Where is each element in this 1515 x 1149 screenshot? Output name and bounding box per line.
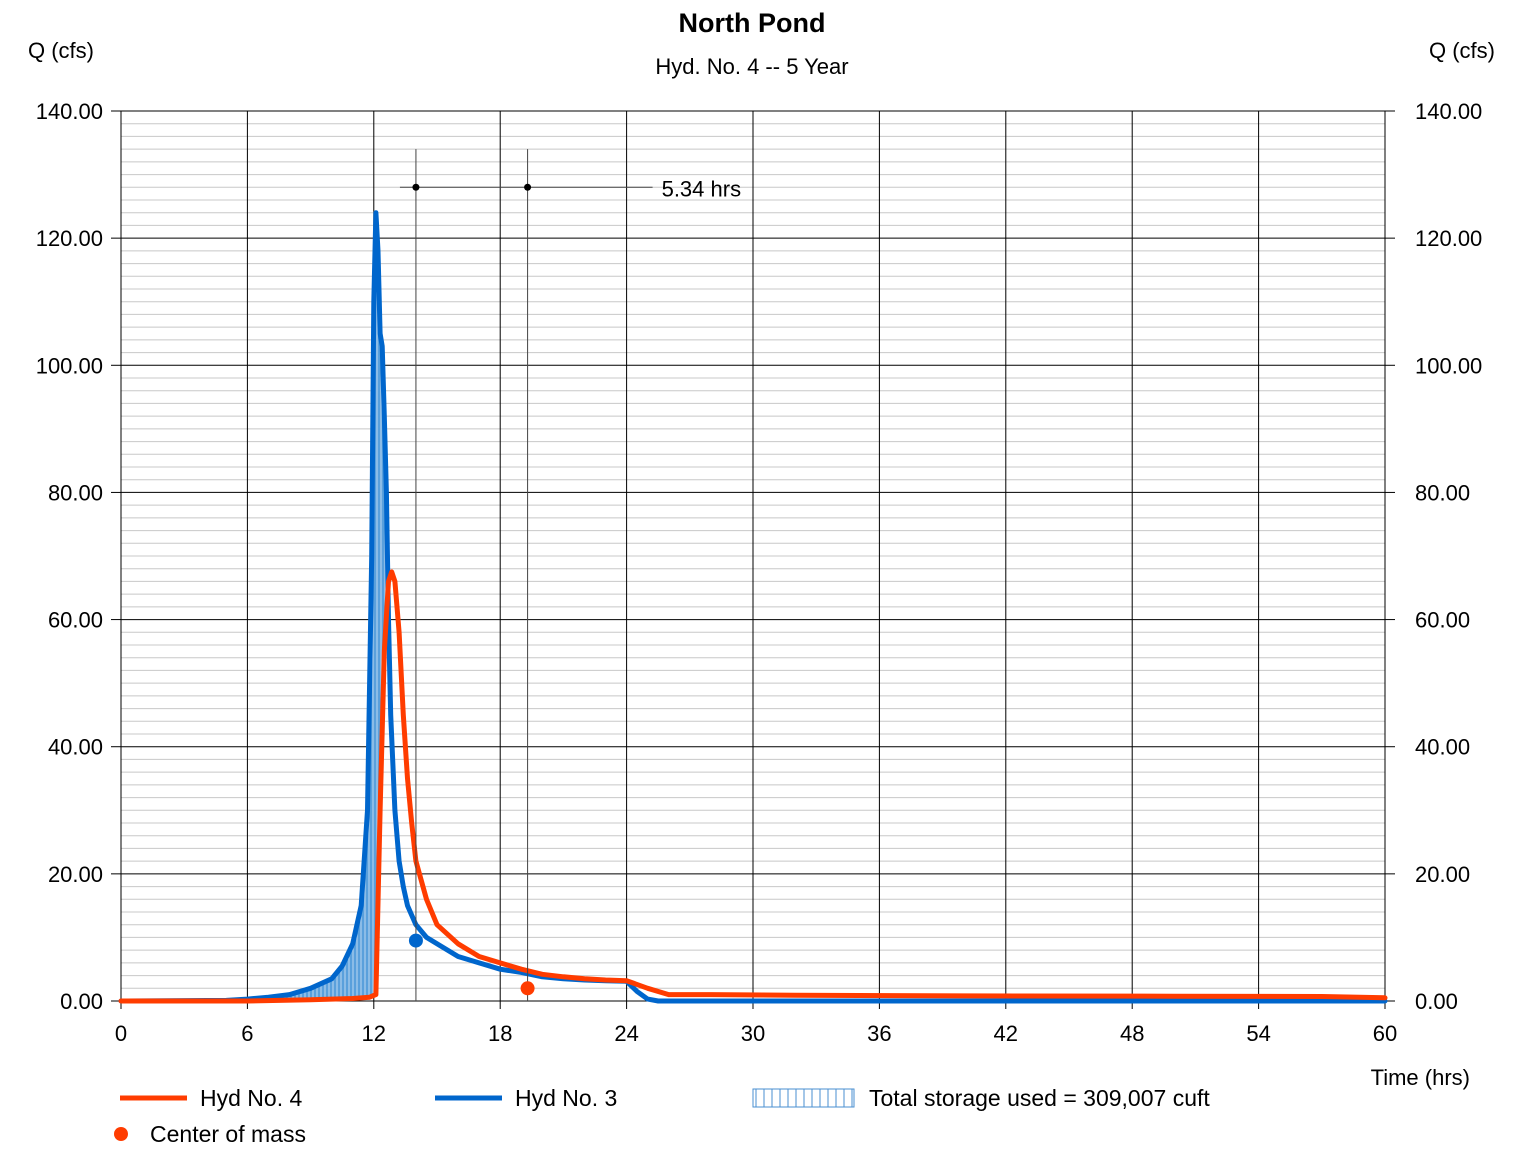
y-tick-label-left: 80.00: [48, 480, 103, 505]
legend-swatch-center-of-mass: [114, 1127, 128, 1141]
series-line-hyd3: [118, 210, 1388, 1004]
x-tick-label: 18: [488, 1021, 512, 1046]
y-tick-label-left: 0.00: [60, 989, 103, 1014]
center-of-mass-point: [408, 933, 423, 948]
legend-label-center-of-mass: Center of mass: [150, 1121, 306, 1147]
legend-label-hyd3: Hyd No. 3: [515, 1085, 617, 1111]
y-tick-label-right: 100.00: [1415, 353, 1482, 378]
x-tick-label: 6: [241, 1021, 253, 1046]
y-tick-label-left: 120.00: [36, 226, 103, 251]
x-tick-label: 24: [614, 1021, 638, 1046]
legend: Hyd No. 4 Hyd No. 3 Total storage used =…: [114, 1085, 1210, 1147]
y-tick-label-left: 100.00: [36, 353, 103, 378]
series-lines: [118, 210, 1388, 1004]
chart-title: North Pond: [679, 8, 826, 38]
time-difference-endpoint: [412, 183, 420, 191]
legend-swatch-storage: [752, 1088, 855, 1108]
time-difference-annotation: 5.34 hrs: [399, 149, 742, 1001]
y-tick-label-left: 60.00: [48, 608, 103, 633]
x-tick-label: 36: [867, 1021, 891, 1046]
y-tick-label-left: 40.00: [48, 735, 103, 760]
tick-labels: 0.00 0.00 20.00 20.00 40.00 40.00 60.00 60.00 80…: [36, 99, 1483, 1046]
legend-label-hyd4: Hyd No. 4: [200, 1085, 302, 1111]
x-tick-label: 42: [994, 1021, 1018, 1046]
x-tick-label: 54: [1246, 1021, 1270, 1046]
y-tick-label-right: 20.00: [1415, 862, 1470, 887]
legend-label-storage: Total storage used = 309,007 cuft: [869, 1085, 1210, 1111]
series-line-hyd4: [118, 569, 1388, 1004]
grid: [111, 110, 1395, 1009]
x-tick-label: 48: [1120, 1021, 1144, 1046]
y-tick-label-right: 80.00: [1415, 480, 1470, 505]
x-tick-label: 60: [1373, 1021, 1397, 1046]
storage-fill: [226, 212, 389, 1001]
center-of-mass-point: [520, 981, 535, 996]
y-tick-label-right: 60.00: [1415, 608, 1470, 633]
y-tick-label-right: 140.00: [1415, 99, 1482, 124]
y-tick-label-right: 0.00: [1415, 989, 1458, 1014]
y-axis-label-right: Q (cfs): [1429, 38, 1495, 63]
y-axis-label-left: Q (cfs): [28, 38, 94, 63]
y-tick-label-left: 140.00: [36, 99, 103, 124]
y-tick-label-right: 120.00: [1415, 226, 1482, 251]
chart-subtitle: Hyd. No. 4 -- 5 Year: [655, 54, 848, 79]
x-tick-label: 30: [741, 1021, 765, 1046]
y-tick-label-left: 20.00: [48, 862, 103, 887]
time-difference-endpoint: [524, 183, 532, 191]
storage-area: [226, 212, 389, 1001]
y-tick-label-right: 40.00: [1415, 735, 1470, 760]
x-tick-label: 0: [115, 1021, 127, 1046]
x-tick-label: 12: [362, 1021, 386, 1046]
x-axis-label: Time (hrs): [1371, 1065, 1470, 1090]
time-difference-label: 5.34 hrs: [662, 176, 742, 201]
